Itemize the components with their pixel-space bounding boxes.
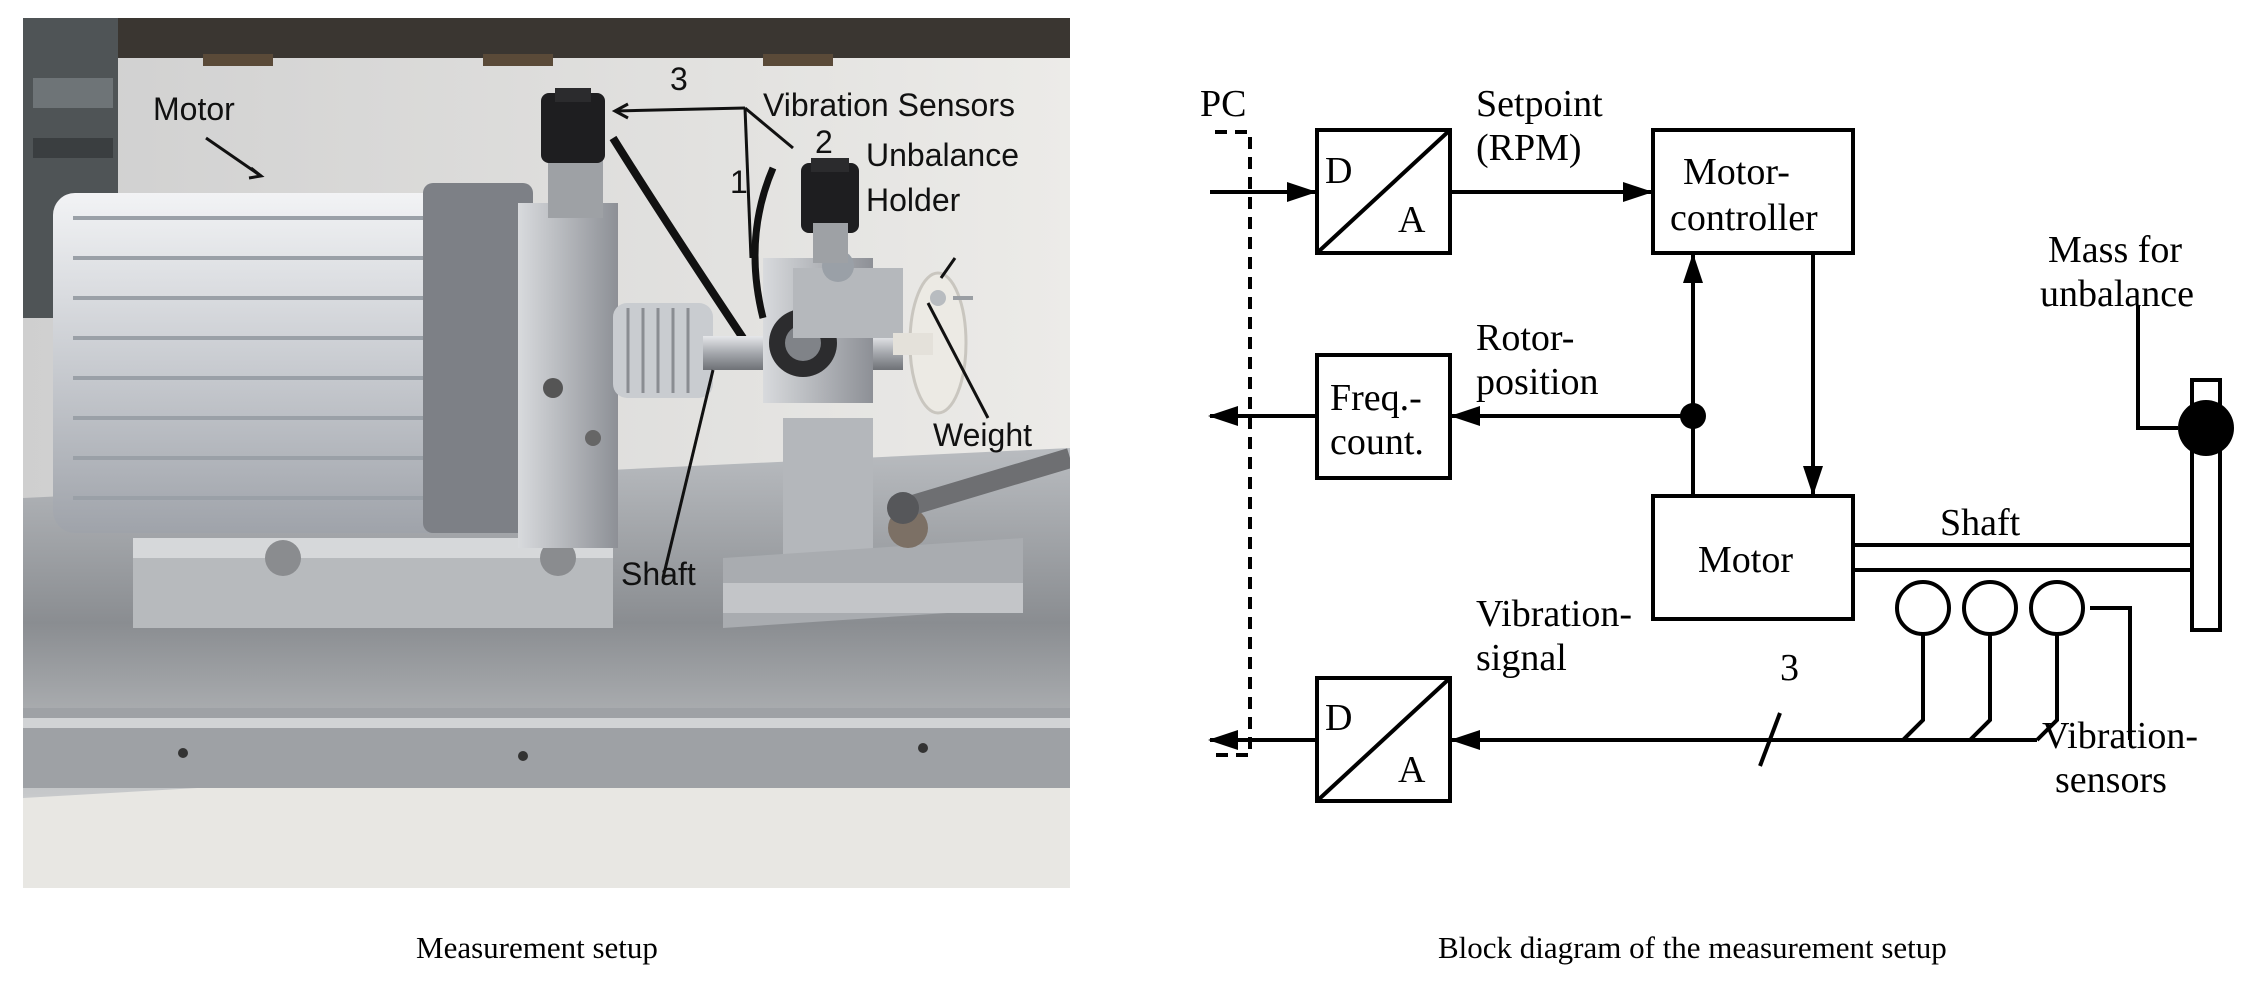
vibration-sensors-line1: Vibration- [2042, 715, 2198, 757]
motor-controller-line1: Motor- [1683, 151, 1790, 193]
unbalance-mass [2178, 400, 2234, 456]
photo-label-sensor-count: 3 [670, 61, 688, 97]
da-top-d: D [1325, 150, 1352, 192]
vibration-sensor-1 [1895, 580, 1951, 636]
block-diagram: PC D A Setpoint (RPM) Motor- controller … [1200, 83, 2234, 803]
bus-slash [1758, 712, 1782, 767]
sensor-3-wire [2035, 634, 2059, 742]
da-converter-top: D A [1315, 128, 1452, 255]
freq-counter-line2: count. [1330, 421, 1424, 463]
vibration-sensor-2 [1962, 580, 2018, 636]
photo-label-weight: Weight [933, 417, 1032, 453]
rotor-position-line2: position [1476, 361, 1598, 403]
vibration-signal-line1: Vibration- [1476, 593, 1632, 635]
motor-controller-line2: controller [1670, 197, 1818, 239]
pc-label: PC [1200, 83, 1246, 125]
photo-label-shaft: Shaft [621, 556, 696, 592]
freq-counter-line1: Freq.- [1330, 377, 1422, 419]
photo-label-vibration-sensors: Vibration Sensors [763, 87, 1015, 123]
photo-label-motor: Motor [153, 91, 235, 127]
motor-label: Motor [1698, 539, 1793, 581]
bus-count-label: 3 [1780, 647, 1799, 689]
mass-label-line1: Mass for [2048, 229, 2182, 271]
pc-boundary [1215, 130, 1252, 757]
vibration-sensors-line2: sensors [2055, 759, 2167, 801]
motor-controller-block: Motor- controller [1651, 128, 1855, 255]
sensor-1-wire [1901, 634, 1925, 742]
da-converter-bottom: D A [1315, 676, 1452, 803]
da-bottom-d: D [1325, 697, 1352, 739]
diagram-caption: Block diagram of the measurement setup [1438, 930, 1947, 965]
rotor-position-line1: Rotor- [1476, 317, 1574, 359]
mass-leader-line [2136, 305, 2178, 430]
da-top-a: A [1398, 199, 1426, 241]
photo-caption: Measurement setup [416, 930, 658, 965]
freq-counter-block: Freq.- count. [1315, 353, 1452, 480]
sensor-2-wire [1968, 634, 1992, 742]
photo-label-sensor-1: 1 [730, 164, 748, 200]
vibration-sensor-3 [2029, 580, 2085, 636]
sensors-leader-line [2090, 606, 2132, 740]
photo-label-unbalance-line2: Holder [866, 182, 961, 218]
vibration-signal-line2: signal [1476, 637, 1567, 679]
setpoint-label-line2: (RPM) [1476, 127, 1582, 169]
photo-label-unbalance-line1: Unbalance [866, 137, 1019, 173]
shaft-label: Shaft [1940, 502, 2021, 544]
setpoint-label-line1: Setpoint [1476, 83, 1603, 125]
mass-label-line2: unbalance [2040, 273, 2194, 315]
measurement-setup-photo: Motor 3 Vibration Sensors 2 1 Unbalance … [23, 18, 1070, 888]
motor-block: Motor [1651, 494, 1855, 621]
da-bottom-a: A [1398, 749, 1426, 791]
photo-label-sensor-2: 2 [815, 124, 833, 160]
